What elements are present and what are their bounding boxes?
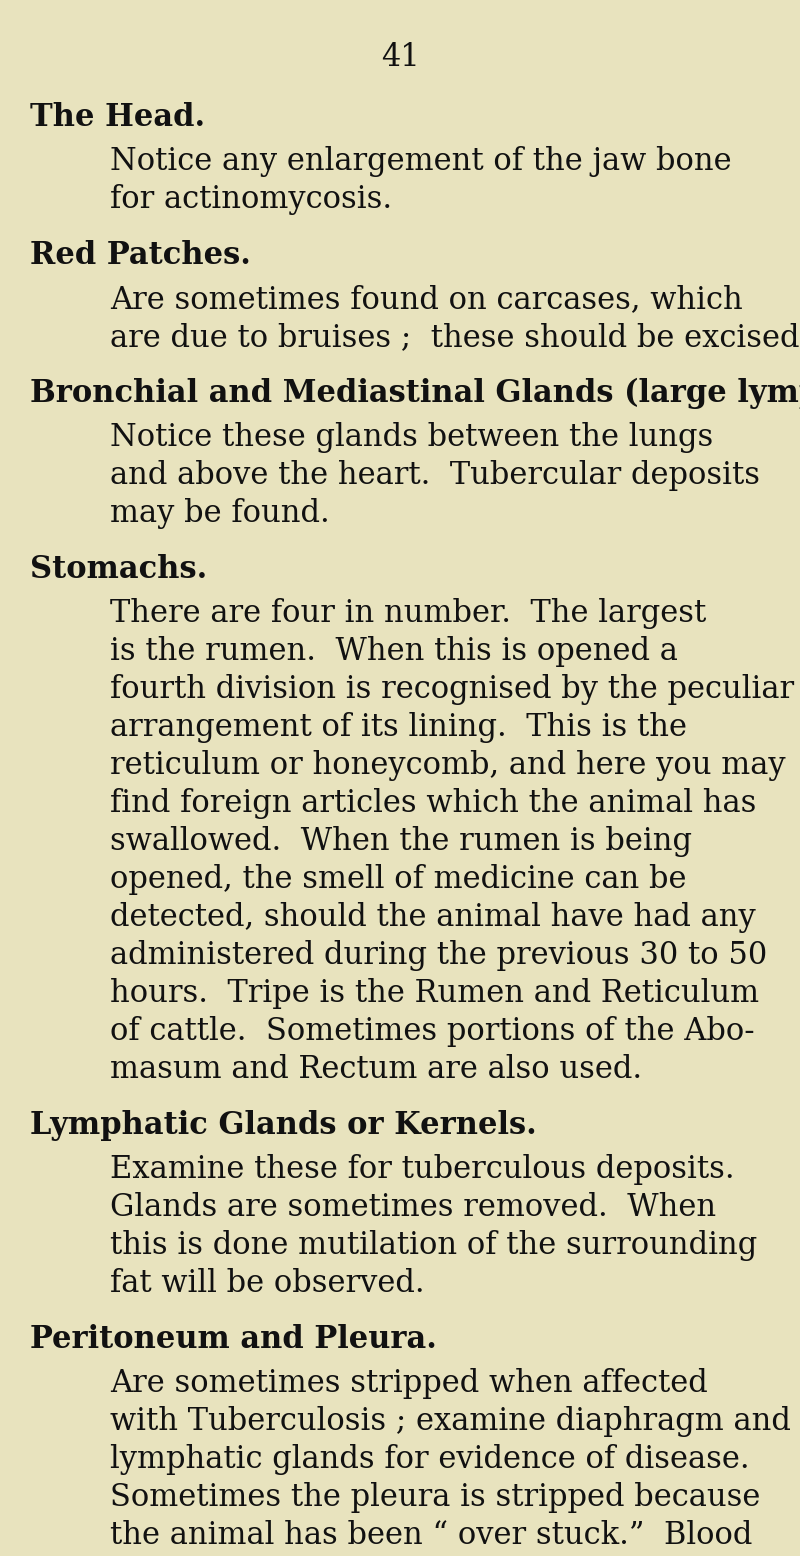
Text: fat will be observed.: fat will be observed. [110,1268,425,1299]
Text: may be found.: may be found. [110,498,330,529]
Text: Red Patches.: Red Patches. [30,240,251,271]
Text: swallowed.  When the rumen is being: swallowed. When the rumen is being [110,826,692,857]
Text: are due to bruises ;  these should be excised.: are due to bruises ; these should be exc… [110,322,800,353]
Text: fourth division is recognised by the peculiar: fourth division is recognised by the pec… [110,674,794,705]
Text: Glands are sometimes removed.  When: Glands are sometimes removed. When [110,1192,716,1223]
Text: Lymphatic Glands or Kernels.: Lymphatic Glands or Kernels. [30,1109,537,1141]
Text: Sometimes the pleura is stripped because: Sometimes the pleura is stripped because [110,1481,760,1512]
Text: Are sometimes found on carcases, which: Are sometimes found on carcases, which [110,285,742,314]
Text: this is done mutilation of the surrounding: this is done mutilation of the surroundi… [110,1229,758,1260]
Text: hours.  Tripe is the Rumen and Reticulum: hours. Tripe is the Rumen and Reticulum [110,979,759,1008]
Text: Bronchial and Mediastinal Glands (large lymphatics).: Bronchial and Mediastinal Glands (large … [30,378,800,409]
Text: reticulum or honeycomb, and here you may: reticulum or honeycomb, and here you may [110,750,786,781]
Text: and above the heart.  Tubercular deposits: and above the heart. Tubercular deposits [110,461,760,492]
Text: detected, should the animal have had any: detected, should the animal have had any [110,902,756,934]
Text: Examine these for tuberculous deposits.: Examine these for tuberculous deposits. [110,1155,734,1186]
Text: arrangement of its lining.  This is the: arrangement of its lining. This is the [110,713,687,744]
Text: Peritoneum and Pleura.: Peritoneum and Pleura. [30,1324,437,1355]
Text: Stomachs.: Stomachs. [30,554,207,585]
Text: opened, the smell of medicine can be: opened, the smell of medicine can be [110,864,686,895]
Text: of cattle.  Sometimes portions of the Abo-: of cattle. Sometimes portions of the Abo… [110,1016,754,1047]
Text: There are four in number.  The largest: There are four in number. The largest [110,598,706,629]
Text: The Head.: The Head. [30,103,205,132]
Text: 41: 41 [381,42,419,73]
Text: find foreign articles which the animal has: find foreign articles which the animal h… [110,787,756,818]
Text: the animal has been “ over stuck.”  Blood: the animal has been “ over stuck.” Blood [110,1520,752,1551]
Text: with Tuberculosis ; examine diaphragm and: with Tuberculosis ; examine diaphragm an… [110,1407,791,1438]
Text: for actinomycosis.: for actinomycosis. [110,184,392,215]
Text: administered during the previous 30 to 50: administered during the previous 30 to 5… [110,940,767,971]
Text: Notice any enlargement of the jaw bone: Notice any enlargement of the jaw bone [110,146,732,177]
Text: is the rumen.  When this is opened a: is the rumen. When this is opened a [110,636,678,668]
Text: Are sometimes stripped when affected: Are sometimes stripped when affected [110,1368,708,1399]
Text: Notice these glands between the lungs: Notice these glands between the lungs [110,422,714,453]
Text: lymphatic glands for evidence of disease.: lymphatic glands for evidence of disease… [110,1444,750,1475]
Text: masum and Rectum are also used.: masum and Rectum are also used. [110,1053,642,1085]
